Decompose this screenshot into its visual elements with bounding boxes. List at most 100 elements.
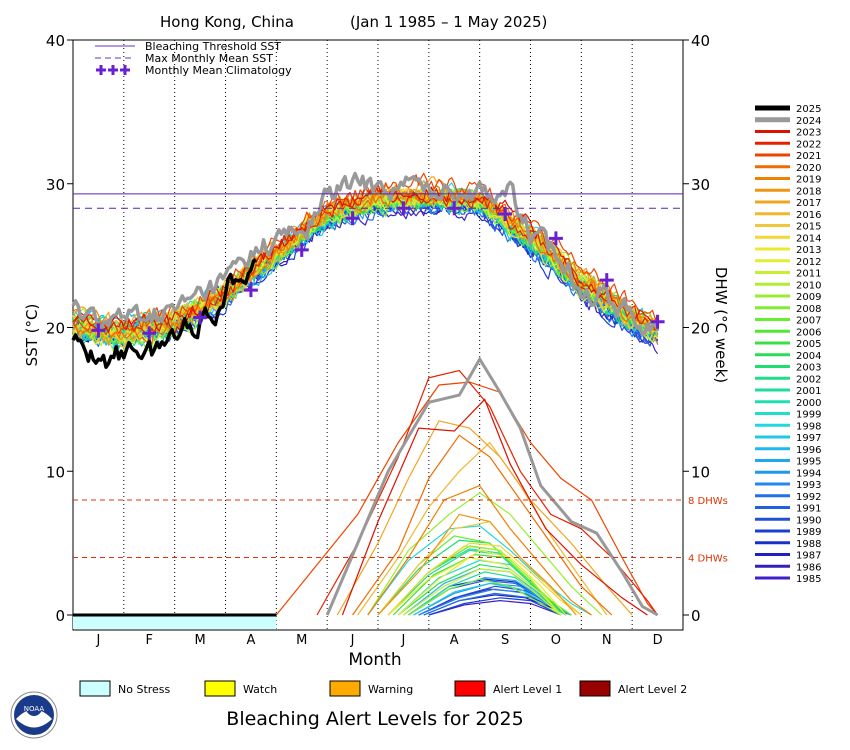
sst-series-lines — [71, 171, 660, 369]
climatology-marker — [498, 206, 513, 221]
month-label: D — [653, 633, 663, 648]
chart-title: Hong Kong, China — [160, 13, 294, 31]
y-tick-label-right: 20 — [691, 320, 710, 338]
climatology-markers — [91, 201, 665, 341]
dhw-line-2024 — [325, 356, 659, 617]
chart-date-range: (Jan 1 1985 – 1 May 2025) — [350, 13, 547, 31]
month-label: M — [194, 633, 205, 648]
alert-legend-swatch — [454, 680, 486, 697]
month-label: S — [501, 633, 509, 648]
y-tick-label-left: 0 — [55, 607, 65, 625]
year-legend-label: 2000 — [796, 398, 821, 409]
year-legend-label: 2018 — [796, 186, 821, 197]
climatology-marker — [548, 231, 563, 246]
year-legend: 2025202420232022202120202019201820172016… — [755, 104, 821, 585]
year-legend-label: 1989 — [796, 527, 821, 538]
noaa-logo: NOAA — [10, 691, 58, 739]
year-legend-label: 1990 — [796, 515, 821, 526]
month-label: J — [400, 633, 405, 648]
dhw-line-2018 — [377, 513, 577, 616]
year-legend-label: 1988 — [796, 539, 821, 550]
dhw-line-2023 — [341, 398, 648, 616]
alert-legend-label: Warning — [368, 683, 413, 696]
climatology-marker — [142, 326, 157, 341]
dhw-line-2011 — [403, 568, 562, 616]
year-legend-label: 2024 — [796, 116, 821, 127]
y-axis-label-right: DHW (°C week) — [712, 267, 730, 383]
top-legend: Bleaching Threshold SST Max Monthly Mean… — [95, 40, 292, 77]
year-legend-label: 2002 — [796, 374, 821, 385]
year-legend-label: 2021 — [796, 151, 821, 162]
year-legend-label: 1998 — [796, 421, 821, 432]
alert-legend-label: No Stress — [118, 683, 171, 696]
alert-bar — [73, 613, 277, 629]
year-legend-label: 2006 — [796, 327, 821, 338]
y-tick-label-left: 10 — [46, 463, 65, 481]
climatology-marker — [91, 323, 106, 338]
bottom-title: Bleaching Alert Levels for 2025 — [226, 708, 523, 730]
year-legend-label: 2023 — [796, 128, 821, 139]
year-legend-label: 2011 — [796, 269, 821, 280]
y-tick-label-right: 30 — [691, 176, 710, 194]
year-legend-label: 2014 — [796, 233, 821, 244]
year-legend-label: 2016 — [796, 210, 821, 221]
climatology-marker — [599, 273, 614, 288]
dhw-line-2017 — [336, 420, 633, 616]
year-legend-label: 2022 — [796, 139, 821, 150]
year-legend-label: 2025 — [796, 104, 821, 115]
y-tick-label-left: 30 — [46, 176, 65, 194]
month-label: J — [95, 633, 100, 648]
dhw-threshold-label: 4 DHWs — [688, 554, 728, 565]
year-legend-label: 1987 — [796, 551, 821, 562]
dhw-line-1985 — [428, 599, 562, 616]
dhw-threshold-label: 8 DHWs — [688, 496, 728, 507]
year-legend-label: 1992 — [796, 492, 821, 503]
month-label: J — [350, 633, 355, 648]
year-legend-label: 2007 — [796, 316, 821, 327]
dhw-line-2020 — [352, 434, 613, 616]
alert-legend-swatch — [579, 680, 611, 697]
legend-climatology-label: Monthly Mean Climatology — [145, 64, 292, 77]
year-legend-label: 1993 — [796, 480, 821, 491]
year-legend-label: 2001 — [796, 386, 821, 397]
y-tick-label-left: 40 — [46, 32, 65, 50]
dhw-line-1998 — [367, 525, 592, 616]
alert-legend-label: Alert Level 1 — [493, 683, 562, 696]
alert-level-legend: No Stress Watch Warning Alert Level 1 Alert … — [79, 680, 687, 697]
legend-climatology-swatch — [96, 65, 130, 75]
climatology-marker — [345, 211, 360, 226]
year-legend-label: 2019 — [796, 175, 821, 186]
noaa-logo-text: NOAA — [24, 705, 45, 713]
alert-bar-segment — [73, 616, 277, 629]
climatology-marker — [396, 201, 411, 216]
year-legend-label: 1995 — [796, 457, 821, 468]
climatology-marker — [447, 201, 462, 216]
year-legend-label: 2003 — [796, 363, 821, 374]
year-legend-label: 2009 — [796, 292, 821, 303]
y-tick-label-right: 10 — [691, 463, 710, 481]
sst-line-2024 — [71, 171, 660, 337]
year-legend-label: 1997 — [796, 433, 821, 444]
climatology-marker — [193, 310, 208, 325]
plot-area: 4 DHWs 8 DHWs — [71, 39, 728, 631]
x-axis-label: Month — [348, 650, 401, 670]
legend-threshold-label: Bleaching Threshold SST — [145, 40, 281, 53]
axes: 0 0 10 10 20 20 30 30 40 40 J F M A M J J A S O N D — [46, 32, 710, 648]
year-legend-label: 2015 — [796, 222, 821, 233]
year-legend-label: 1996 — [796, 445, 821, 456]
month-label: A — [450, 633, 459, 648]
year-legend-label: 2013 — [796, 245, 821, 256]
year-legend-label: 1985 — [796, 574, 821, 585]
month-label: O — [551, 633, 561, 648]
year-legend-label: 2010 — [796, 280, 821, 291]
climatology-marker — [650, 314, 665, 329]
dhw-line-2013 — [397, 549, 567, 616]
dhw-line-2014 — [387, 542, 582, 616]
year-legend-label: 2008 — [796, 304, 821, 315]
month-label: A — [246, 633, 255, 648]
dhw-line-2016 — [357, 441, 608, 616]
y-axis-label-left: SST (°C) — [23, 304, 41, 367]
year-legend-label: 2004 — [796, 351, 821, 362]
y-tick-label-left: 20 — [46, 320, 65, 338]
